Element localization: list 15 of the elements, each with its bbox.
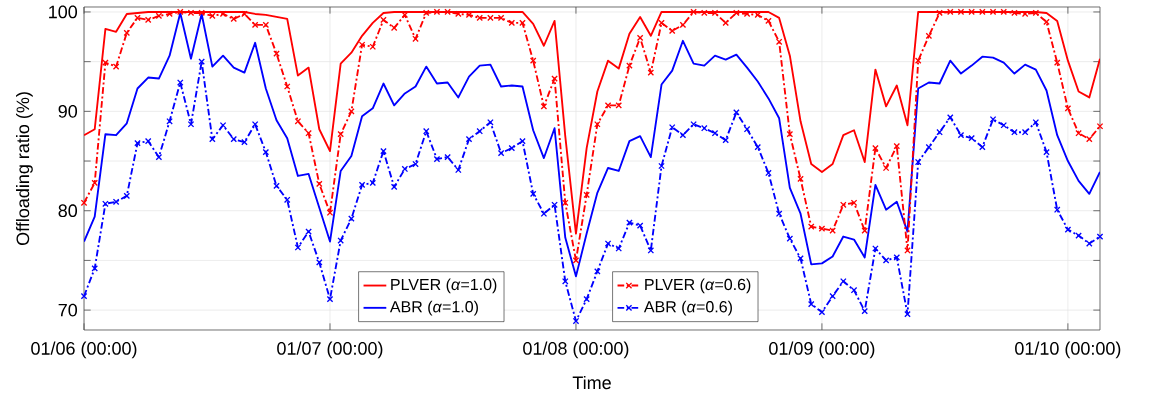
x-tick-label: 01/10 (00:00): [1015, 341, 1121, 359]
x-tick-label: 01/06 (00:00): [31, 341, 137, 359]
legend-label: ABR (α=0.6): [643, 300, 732, 316]
x-axis-title: Time: [572, 375, 611, 390]
y-axis-title: Offloading ratio (%): [16, 92, 33, 245]
legend-label: ABR (α=1.0): [389, 300, 478, 316]
x-tick-label: 01/09 (00:00): [769, 341, 875, 359]
y-tick-label: 90: [58, 104, 78, 118]
legend-label: PLVER (α=1.0): [391, 278, 497, 294]
y-tick-label: 70: [58, 303, 78, 317]
y-tick-label: 80: [58, 204, 78, 218]
y-tick-label: 100: [49, 5, 78, 19]
x-tick-label: 01/07 (00:00): [277, 341, 383, 359]
legend-label: PLVER (α=0.6): [645, 278, 751, 294]
x-tick-label: 01/08 (00:00): [523, 341, 629, 359]
